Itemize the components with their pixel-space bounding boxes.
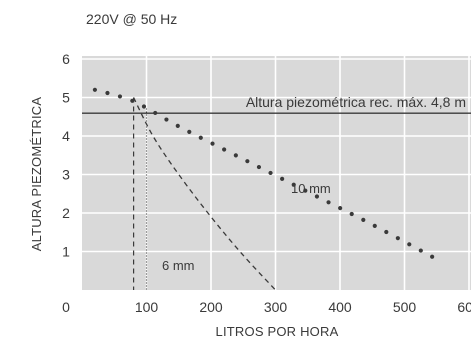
x-tick-label: 100 <box>135 299 159 315</box>
series-label: 6 mm <box>162 258 195 273</box>
y-tick-label: 6 <box>62 51 70 67</box>
series-layer <box>92 87 439 291</box>
x-tick-label: 600 <box>457 299 471 315</box>
series-labels: 10 mm 6 mm <box>162 181 331 273</box>
max-head-reference-label: Altura piezométrica rec. máx. 4,8 m <box>246 94 466 110</box>
y-tick-label: 5 <box>62 90 70 106</box>
x-tick-label: 400 <box>328 299 352 315</box>
x-axis-title: LITROS POR HORA <box>216 324 339 339</box>
chart-header: 220V @ 50 Hz <box>86 11 177 27</box>
grid <box>82 56 471 290</box>
y-tick-label: 1 <box>62 244 70 260</box>
x-tick-label: 300 <box>264 299 288 315</box>
x-tick-label: 500 <box>393 299 417 315</box>
y-tick-label: 2 <box>62 205 70 221</box>
plot-area <box>82 56 471 290</box>
y-tick-label: 0 <box>62 299 70 315</box>
x-tick-label: 200 <box>199 299 223 315</box>
y-axis-title: ALTURA PIEZOMÉTRICA <box>29 97 44 252</box>
axis-ticks: 100 200 300 400 500 600 0 1 2 3 4 5 6 <box>62 51 471 315</box>
series-6mm-line <box>133 97 276 291</box>
series-label: 10 mm <box>291 181 331 196</box>
y-tick-label: 4 <box>62 128 70 144</box>
y-tick-label: 3 <box>62 167 70 183</box>
